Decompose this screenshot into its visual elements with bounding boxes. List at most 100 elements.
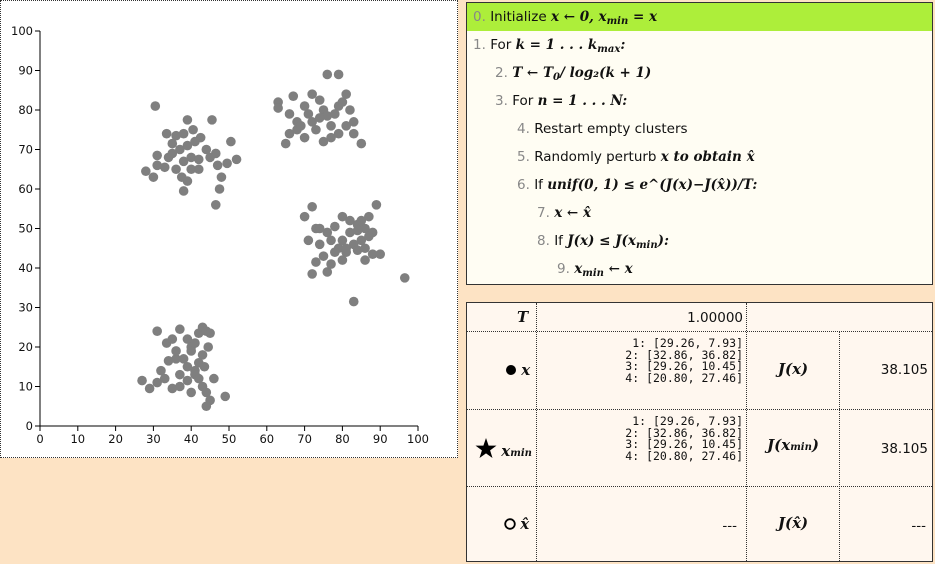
data-point	[167, 334, 178, 344]
data-point	[210, 200, 221, 210]
data-point	[284, 109, 295, 119]
best-solution-row-label: xmin	[475, 438, 532, 460]
data-point	[216, 172, 227, 182]
algorithm-step: 2. T ← T0/ log₂(k + 1)	[467, 59, 932, 87]
data-point	[178, 128, 189, 139]
data-point	[348, 296, 359, 307]
y-tick-label: 20	[18, 340, 33, 354]
step-number: 8.	[537, 233, 550, 249]
proposal-centers: ---	[722, 518, 737, 534]
step-pre: Initialize	[490, 9, 551, 25]
data-point	[178, 354, 189, 364]
step-post: :	[622, 93, 628, 109]
algorithm-step: 7. x ← x̂	[467, 199, 932, 227]
y-tick-label: 90	[18, 64, 33, 78]
data-point	[201, 401, 212, 412]
data-point	[322, 267, 333, 277]
step-math: unif(0, 1) ≤ e	[547, 177, 649, 193]
data-point	[296, 121, 306, 131]
step-math: k = 1 . . . k	[515, 37, 598, 53]
center-entry: 1: [29.26, 7.93]	[632, 336, 743, 350]
data-point	[337, 97, 348, 107]
data-point	[159, 162, 170, 173]
step-number: 5.	[517, 149, 530, 165]
data-point	[348, 128, 359, 139]
data-point	[212, 160, 223, 171]
data-point	[163, 356, 174, 366]
current-cost-value: 38.105	[880, 362, 928, 378]
data-point	[311, 257, 321, 267]
data-point	[152, 377, 162, 388]
column-divider	[746, 303, 747, 561]
x-tick-label: 70	[297, 432, 312, 446]
row-divider	[467, 409, 932, 410]
row-divider	[467, 331, 932, 332]
data-point	[326, 235, 336, 246]
data-point	[367, 249, 378, 259]
step-math: x ← x̂	[554, 205, 591, 221]
data-point	[231, 154, 242, 165]
data-point	[171, 354, 181, 364]
data-point	[176, 172, 187, 182]
data-point	[201, 144, 212, 155]
x-tick-label: 40	[184, 432, 199, 446]
step-number: 0.	[473, 9, 486, 25]
step-number: 7.	[537, 205, 550, 221]
center-entry: 1: [29.26, 7.93]	[632, 414, 743, 428]
data-point	[273, 103, 283, 113]
y-tick-label: 70	[18, 143, 33, 157]
data-point	[144, 383, 155, 394]
data-point	[280, 138, 291, 149]
data-point	[326, 259, 336, 269]
data-point	[214, 184, 225, 194]
data-point	[318, 136, 329, 147]
proposal-cost-value: ---	[911, 518, 926, 534]
step-math: n = 1 . . . N	[537, 93, 623, 109]
step-pre: If	[534, 177, 548, 193]
data-point	[322, 111, 333, 121]
data-point	[148, 172, 159, 182]
center-entry: 2: [32.86, 36.82]	[625, 425, 743, 440]
algorithm-step: 5. Randomly perturb x to obtain x̂	[467, 143, 932, 171]
data-point	[314, 113, 325, 123]
x-tick-label: 10	[70, 432, 85, 446]
current-cost-label: J(x)	[777, 360, 809, 378]
data-point	[307, 201, 317, 212]
step-sub: min	[582, 268, 604, 279]
y-tick-label: 40	[18, 261, 33, 275]
data-point	[203, 342, 214, 352]
step-number: 4.	[517, 121, 530, 137]
current-solution-label: x	[521, 361, 531, 379]
data-point	[341, 243, 351, 254]
data-point	[175, 144, 185, 155]
data-point	[314, 223, 325, 234]
step-post: ):	[657, 233, 669, 249]
step-post: = x	[628, 9, 658, 25]
data-point	[348, 117, 359, 127]
data-point	[337, 235, 348, 246]
data-point	[314, 95, 325, 105]
data-point	[284, 128, 295, 139]
step-sub: max	[597, 44, 621, 55]
proposal-label: x̂	[520, 515, 530, 533]
data-point	[182, 115, 193, 125]
current-solution-centers: 1: [29.26, 7.93] 2: [32.86, 36.82] 3: [2…	[537, 336, 743, 384]
data-point	[330, 247, 340, 257]
center-entry: 3: [29.26, 10.45]	[625, 359, 743, 373]
data-point	[307, 117, 317, 127]
scatter-plot-panel: 0 10 20 30 40 50 60 70 80 90 100 0 10 20 30 40 50 60 70 80 9…	[0, 0, 458, 458]
step-sub: 0	[553, 72, 560, 83]
data-point	[360, 223, 370, 234]
data-point	[330, 109, 340, 119]
data-point	[341, 89, 351, 99]
data-point	[205, 152, 215, 163]
data-point	[299, 211, 310, 222]
hollow-circle-icon	[504, 518, 516, 530]
data-point	[150, 101, 161, 111]
temperature-label: T	[517, 308, 529, 326]
step-pre: Restart empty clusters	[534, 121, 688, 137]
data-point	[307, 269, 317, 279]
step-pre: If	[554, 233, 568, 249]
data-point	[326, 132, 336, 143]
data-point	[188, 124, 198, 135]
